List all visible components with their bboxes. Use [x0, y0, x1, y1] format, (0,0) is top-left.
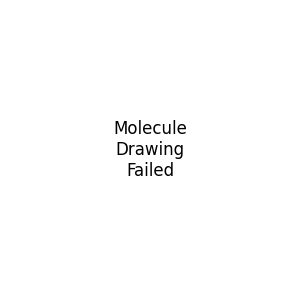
Text: Molecule
Drawing
Failed: Molecule Drawing Failed — [113, 120, 187, 180]
